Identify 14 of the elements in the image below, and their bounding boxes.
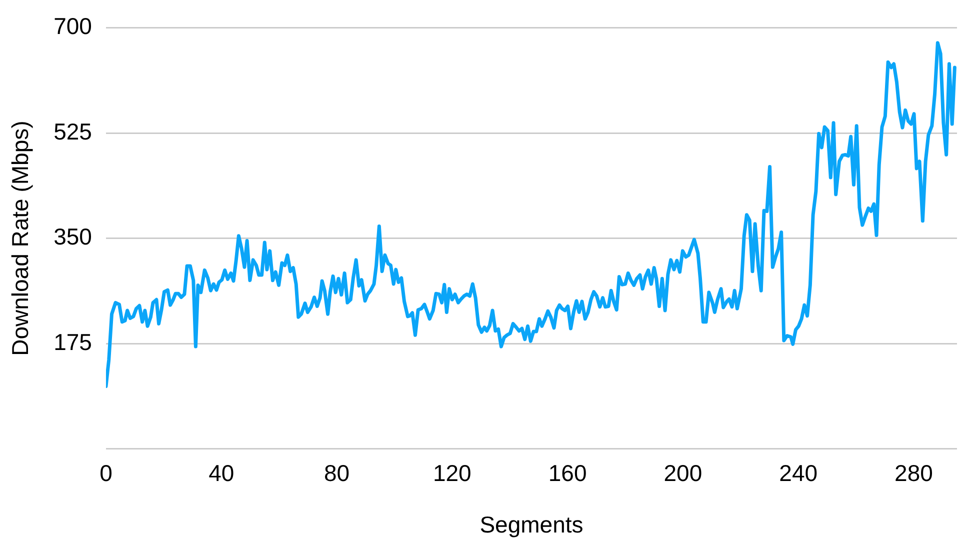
x-tick-label: 160 (548, 460, 587, 486)
x-axis-title: Segments (480, 512, 584, 538)
y-tick-label: 350 (54, 224, 92, 250)
x-tick-label: 240 (779, 460, 818, 486)
y-axis-title: Download Rate (Mbps) (7, 120, 34, 356)
y-tick-label: 175 (54, 328, 92, 355)
x-tick-label: 0 (100, 460, 112, 486)
y-tick-label: 700 (54, 13, 92, 40)
x-tick-label: 280 (894, 460, 933, 486)
x-tick-label: 120 (432, 460, 472, 486)
x-tick-label: 80 (324, 460, 350, 486)
y-tick-label: 525 (54, 118, 92, 144)
x-tick-label: 40 (208, 460, 234, 486)
x-tick-label: 200 (664, 460, 702, 486)
